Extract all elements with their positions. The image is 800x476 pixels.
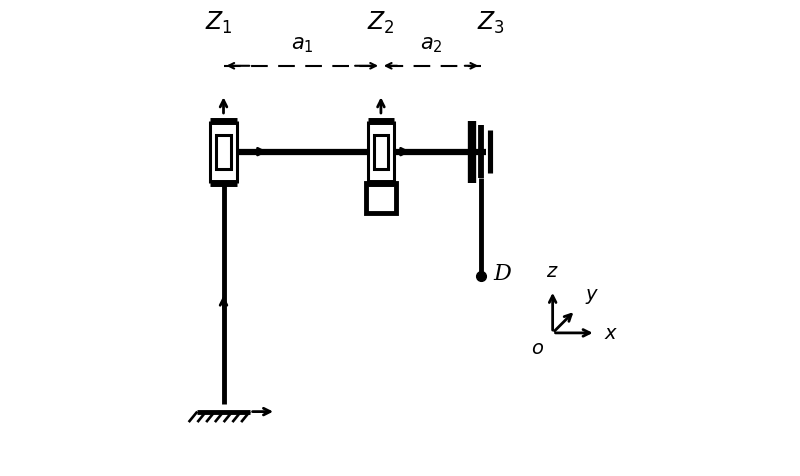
- Text: $Z_1$: $Z_1$: [205, 10, 233, 36]
- Bar: [366, 183, 396, 213]
- Bar: [368, 121, 394, 183]
- Text: $a_1$: $a_1$: [291, 35, 314, 55]
- Text: D: D: [493, 263, 511, 285]
- Text: $Z_3$: $Z_3$: [477, 10, 505, 36]
- Text: $y$: $y$: [585, 287, 599, 306]
- Text: $a_2$: $a_2$: [420, 35, 442, 55]
- Bar: [216, 135, 230, 169]
- Bar: [374, 135, 388, 169]
- Bar: [210, 121, 237, 183]
- Text: $o$: $o$: [531, 339, 544, 357]
- Text: $z$: $z$: [546, 263, 559, 281]
- Text: $Z_2$: $Z_2$: [367, 10, 394, 36]
- Text: $x$: $x$: [604, 324, 618, 342]
